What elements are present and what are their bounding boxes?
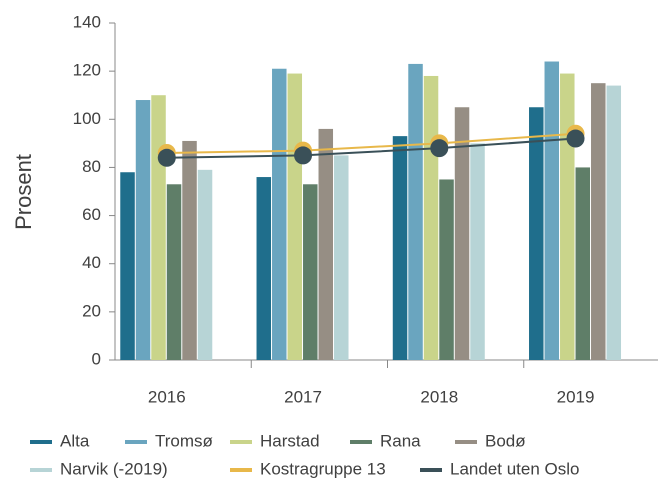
bar (287, 73, 303, 361)
bar (439, 179, 454, 360)
legend-label: Tromsø (155, 431, 213, 450)
bar (318, 128, 334, 360)
y-tick-label: 0 (92, 349, 101, 368)
bar (544, 61, 560, 361)
y-tick-label: 60 (82, 205, 101, 224)
bar (272, 68, 287, 360)
y-tick-label: 140 (73, 12, 101, 31)
y-tick-label: 100 (73, 109, 101, 128)
y-tick-label: 80 (82, 157, 101, 176)
point (157, 148, 176, 167)
line (166, 137, 576, 159)
y-tick-label: 20 (82, 301, 101, 320)
bar (454, 107, 470, 360)
x-tick-label: 2017 (284, 387, 322, 406)
bar (560, 73, 575, 361)
y-tick-label: 120 (73, 61, 101, 80)
x-tick-label: 2018 (420, 387, 458, 406)
y-axis-label: Prosent (11, 154, 36, 230)
legend-label: Rana (380, 431, 421, 450)
bar (151, 95, 166, 360)
bar (166, 184, 182, 360)
x-tick-label: 2019 (557, 387, 595, 406)
bar (392, 136, 408, 360)
point (566, 129, 585, 148)
legend-label: Kostragruppe 13 (260, 459, 386, 478)
y-tick-label: 40 (82, 253, 101, 272)
bar (334, 155, 349, 360)
bar (197, 169, 213, 360)
legend-label: Alta (60, 431, 90, 450)
bar (423, 75, 439, 360)
bar (529, 107, 544, 360)
bar (591, 83, 606, 360)
bar (120, 172, 135, 360)
x-tick-label: 2016 (148, 387, 186, 406)
point (430, 139, 449, 158)
legend-label: Narvik (-2019) (60, 459, 168, 478)
bar (135, 100, 151, 361)
bar (606, 85, 622, 360)
point (294, 146, 313, 165)
bar (303, 184, 318, 360)
legend-label: Bodø (485, 431, 526, 450)
legend-label: Harstad (260, 431, 320, 450)
bar (408, 63, 423, 361)
bar (470, 143, 485, 360)
line (166, 132, 576, 154)
bar (256, 177, 272, 360)
bar (182, 140, 197, 360)
legend-label: Landet uten Oslo (450, 459, 579, 478)
bar (575, 167, 591, 360)
